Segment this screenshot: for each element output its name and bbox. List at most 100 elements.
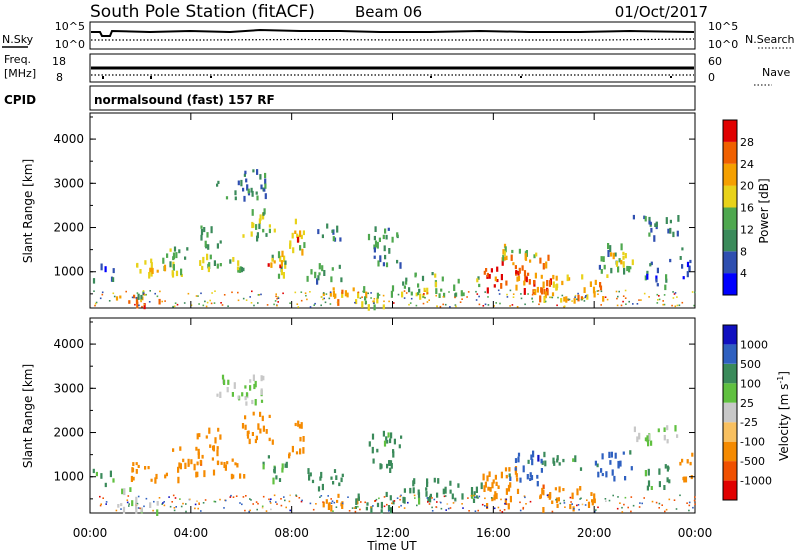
velocity-cell	[267, 455, 270, 459]
power-cell	[525, 276, 528, 283]
power-speckle	[681, 301, 684, 304]
x-tick-label: 00:00	[678, 526, 713, 540]
velocity-speckle	[461, 503, 463, 505]
colorbar-tick-label: -1000	[740, 475, 772, 488]
power-speckle	[93, 290, 95, 292]
velocity-cell	[650, 440, 653, 446]
power-cell	[594, 279, 597, 285]
velocity-cell	[392, 449, 395, 454]
velocity-cell	[630, 466, 633, 471]
velocity-cell	[387, 432, 390, 438]
velocity-speckle	[584, 504, 587, 506]
velocity-cell	[330, 476, 333, 480]
velocity-cell	[252, 374, 255, 382]
power-speckle	[136, 292, 139, 294]
power-cell	[686, 271, 689, 278]
power-speckle	[204, 300, 206, 303]
velocity-speckle	[250, 499, 252, 501]
velocity-cell	[216, 446, 219, 450]
power-cell	[417, 283, 420, 288]
power-speckle	[435, 294, 437, 297]
velocity-cell	[491, 497, 494, 502]
velocity-speckle	[391, 502, 393, 505]
power-speckle	[439, 305, 442, 308]
power-cell	[614, 252, 617, 257]
power-cell	[321, 234, 324, 239]
power-speckle	[673, 293, 676, 295]
velocity-cell	[311, 479, 315, 484]
power-cell	[234, 190, 237, 196]
velocity-cell	[494, 491, 497, 496]
velocity-cell	[198, 433, 201, 438]
power-cell	[493, 284, 496, 288]
power-speckle	[442, 303, 444, 306]
velocity-speckle	[309, 502, 312, 505]
velocity-cell	[288, 452, 291, 456]
velocity-cell	[155, 473, 158, 480]
beam-label: Beam 06	[355, 3, 422, 21]
colorbar-tick-label: 25	[740, 397, 754, 410]
power-cell	[650, 261, 653, 266]
velocity-speckle	[252, 503, 254, 505]
power-cell	[414, 272, 417, 278]
power-cell	[382, 304, 385, 310]
power-cell	[502, 249, 505, 255]
velocity-speckle	[244, 509, 246, 512]
power-cell	[418, 288, 421, 293]
velocity-cell	[221, 374, 225, 380]
power-cell	[504, 246, 507, 253]
power-speckle	[135, 297, 138, 299]
velocity-cell	[426, 481, 429, 487]
power-speckle	[333, 297, 336, 299]
velocity-speckle	[137, 507, 140, 509]
power-cell	[382, 234, 385, 240]
power-speckle	[506, 296, 509, 298]
velocity-speckle	[621, 511, 624, 513]
velocity-cell	[214, 437, 217, 444]
power-speckle	[415, 304, 418, 307]
power-cell	[256, 169, 259, 175]
power-cell	[646, 273, 649, 280]
velocity-cell	[519, 477, 522, 483]
x-tick-label: 16:00	[476, 526, 511, 540]
power-cell	[331, 267, 334, 271]
velocity-cell	[579, 486, 582, 491]
power-speckle	[567, 299, 570, 301]
power-speckle	[297, 306, 300, 308]
velocity-speckle	[158, 497, 161, 499]
velocity-cell	[190, 459, 193, 465]
colorbar-swatch	[723, 229, 737, 252]
power-cell	[602, 256, 605, 262]
power-cell	[282, 272, 285, 279]
velocity-speckle	[194, 503, 197, 506]
power-cell	[341, 291, 344, 298]
velocity-speckle	[431, 506, 433, 509]
power-cell	[279, 255, 282, 262]
velocity-speckle	[597, 506, 599, 509]
velocity-cell	[156, 501, 159, 506]
power-cell	[256, 232, 259, 239]
velocity-cell	[473, 491, 476, 496]
power-cell	[330, 276, 333, 283]
velocity-cell	[376, 502, 380, 508]
velocity-speckle	[364, 501, 366, 504]
velocity-cell	[389, 460, 393, 466]
velocity-cell	[237, 395, 240, 400]
nave-tick-bottom: 0	[708, 71, 715, 84]
power-cell	[156, 269, 159, 273]
velocity-cell	[253, 383, 256, 390]
velocity-cell	[418, 497, 421, 505]
velocity-speckle	[168, 496, 170, 498]
velocity-speckle	[333, 501, 336, 504]
velocity-speckle	[474, 510, 477, 512]
power-speckle	[636, 303, 639, 305]
power-cell	[515, 284, 518, 291]
power-cell	[629, 266, 632, 270]
velocity-cell	[390, 507, 393, 514]
x-tick-label: 12:00	[375, 526, 410, 540]
y-tick-label: 1000	[53, 265, 84, 279]
power-cell	[144, 260, 147, 265]
power-speckle	[393, 302, 395, 304]
power-speckle	[624, 297, 627, 299]
